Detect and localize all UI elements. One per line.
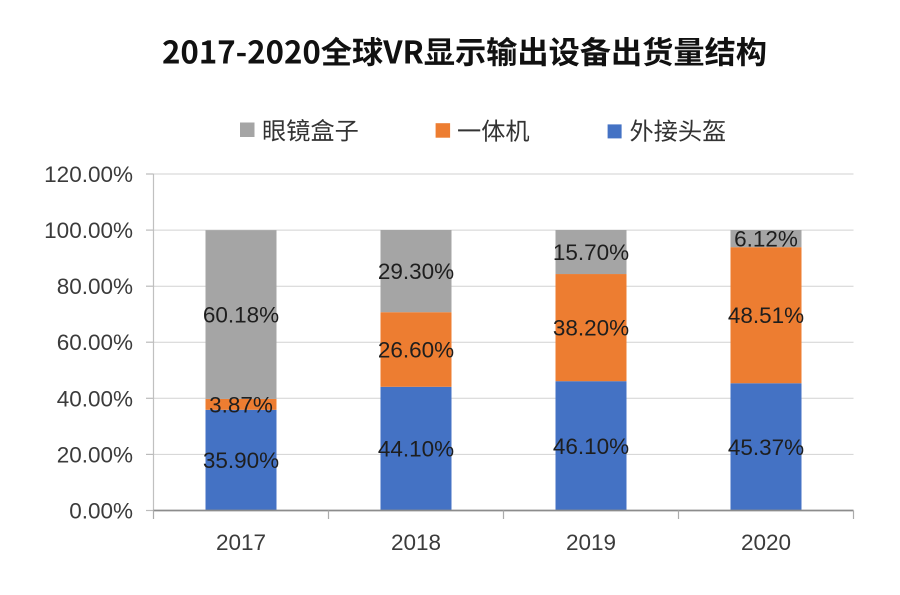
svg-text:40.00%: 40.00%	[57, 386, 133, 411]
svg-text:45.37%: 45.37%	[728, 435, 804, 460]
svg-text:3.87%: 3.87%	[209, 392, 273, 417]
svg-text:35.90%: 35.90%	[203, 448, 279, 473]
svg-text:29.30%: 29.30%	[378, 259, 454, 284]
svg-text:2019: 2019	[566, 530, 616, 555]
svg-text:44.10%: 44.10%	[378, 437, 454, 462]
svg-text:26.60%: 26.60%	[378, 338, 454, 363]
svg-text:6.12%: 6.12%	[734, 227, 798, 252]
svg-text:100.00%: 100.00%	[44, 218, 133, 243]
svg-text:38.20%: 38.20%	[553, 316, 629, 341]
svg-text:120.00%: 120.00%	[44, 162, 133, 187]
svg-text:2018: 2018	[391, 530, 441, 555]
svg-text:2017: 2017	[216, 530, 266, 555]
svg-text:2020: 2020	[741, 530, 791, 555]
svg-text:60.18%: 60.18%	[203, 303, 279, 328]
svg-text:20.00%: 20.00%	[57, 442, 133, 467]
svg-text:48.51%: 48.51%	[728, 303, 804, 328]
svg-text:0.00%: 0.00%	[69, 499, 133, 524]
svg-text:60.00%: 60.00%	[57, 330, 133, 355]
svg-text:80.00%: 80.00%	[57, 274, 133, 299]
svg-text:15.70%: 15.70%	[553, 240, 629, 265]
svg-text:46.10%: 46.10%	[553, 434, 629, 459]
